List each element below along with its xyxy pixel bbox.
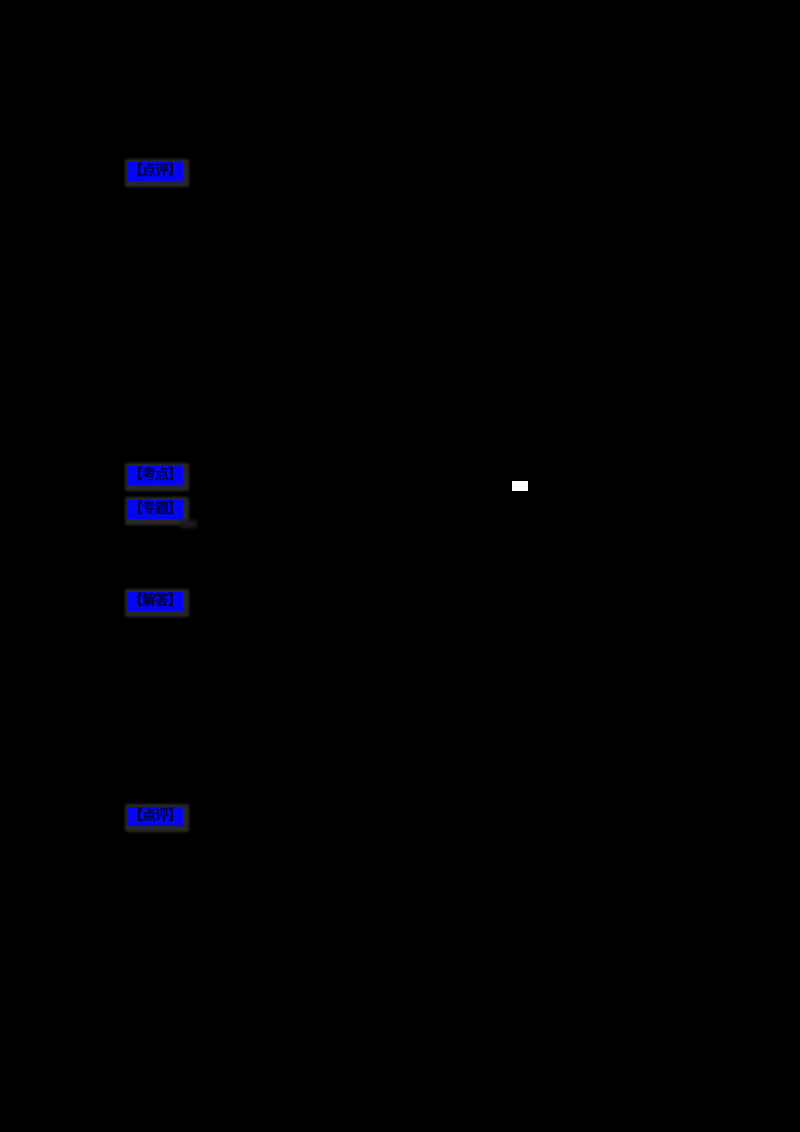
- link-label-dianping-2[interactable]: 【点评】: [127, 807, 183, 826]
- link-label-kaodian[interactable]: 【考点】: [127, 466, 183, 485]
- gray-smudge: [180, 520, 197, 528]
- white-mark: [512, 481, 528, 491]
- link-label-jieda[interactable]: 【解答】: [127, 592, 183, 611]
- link-label-dianping-1[interactable]: 【点评】: [127, 162, 183, 181]
- link-label-zhuanti[interactable]: 【专题】: [127, 500, 183, 519]
